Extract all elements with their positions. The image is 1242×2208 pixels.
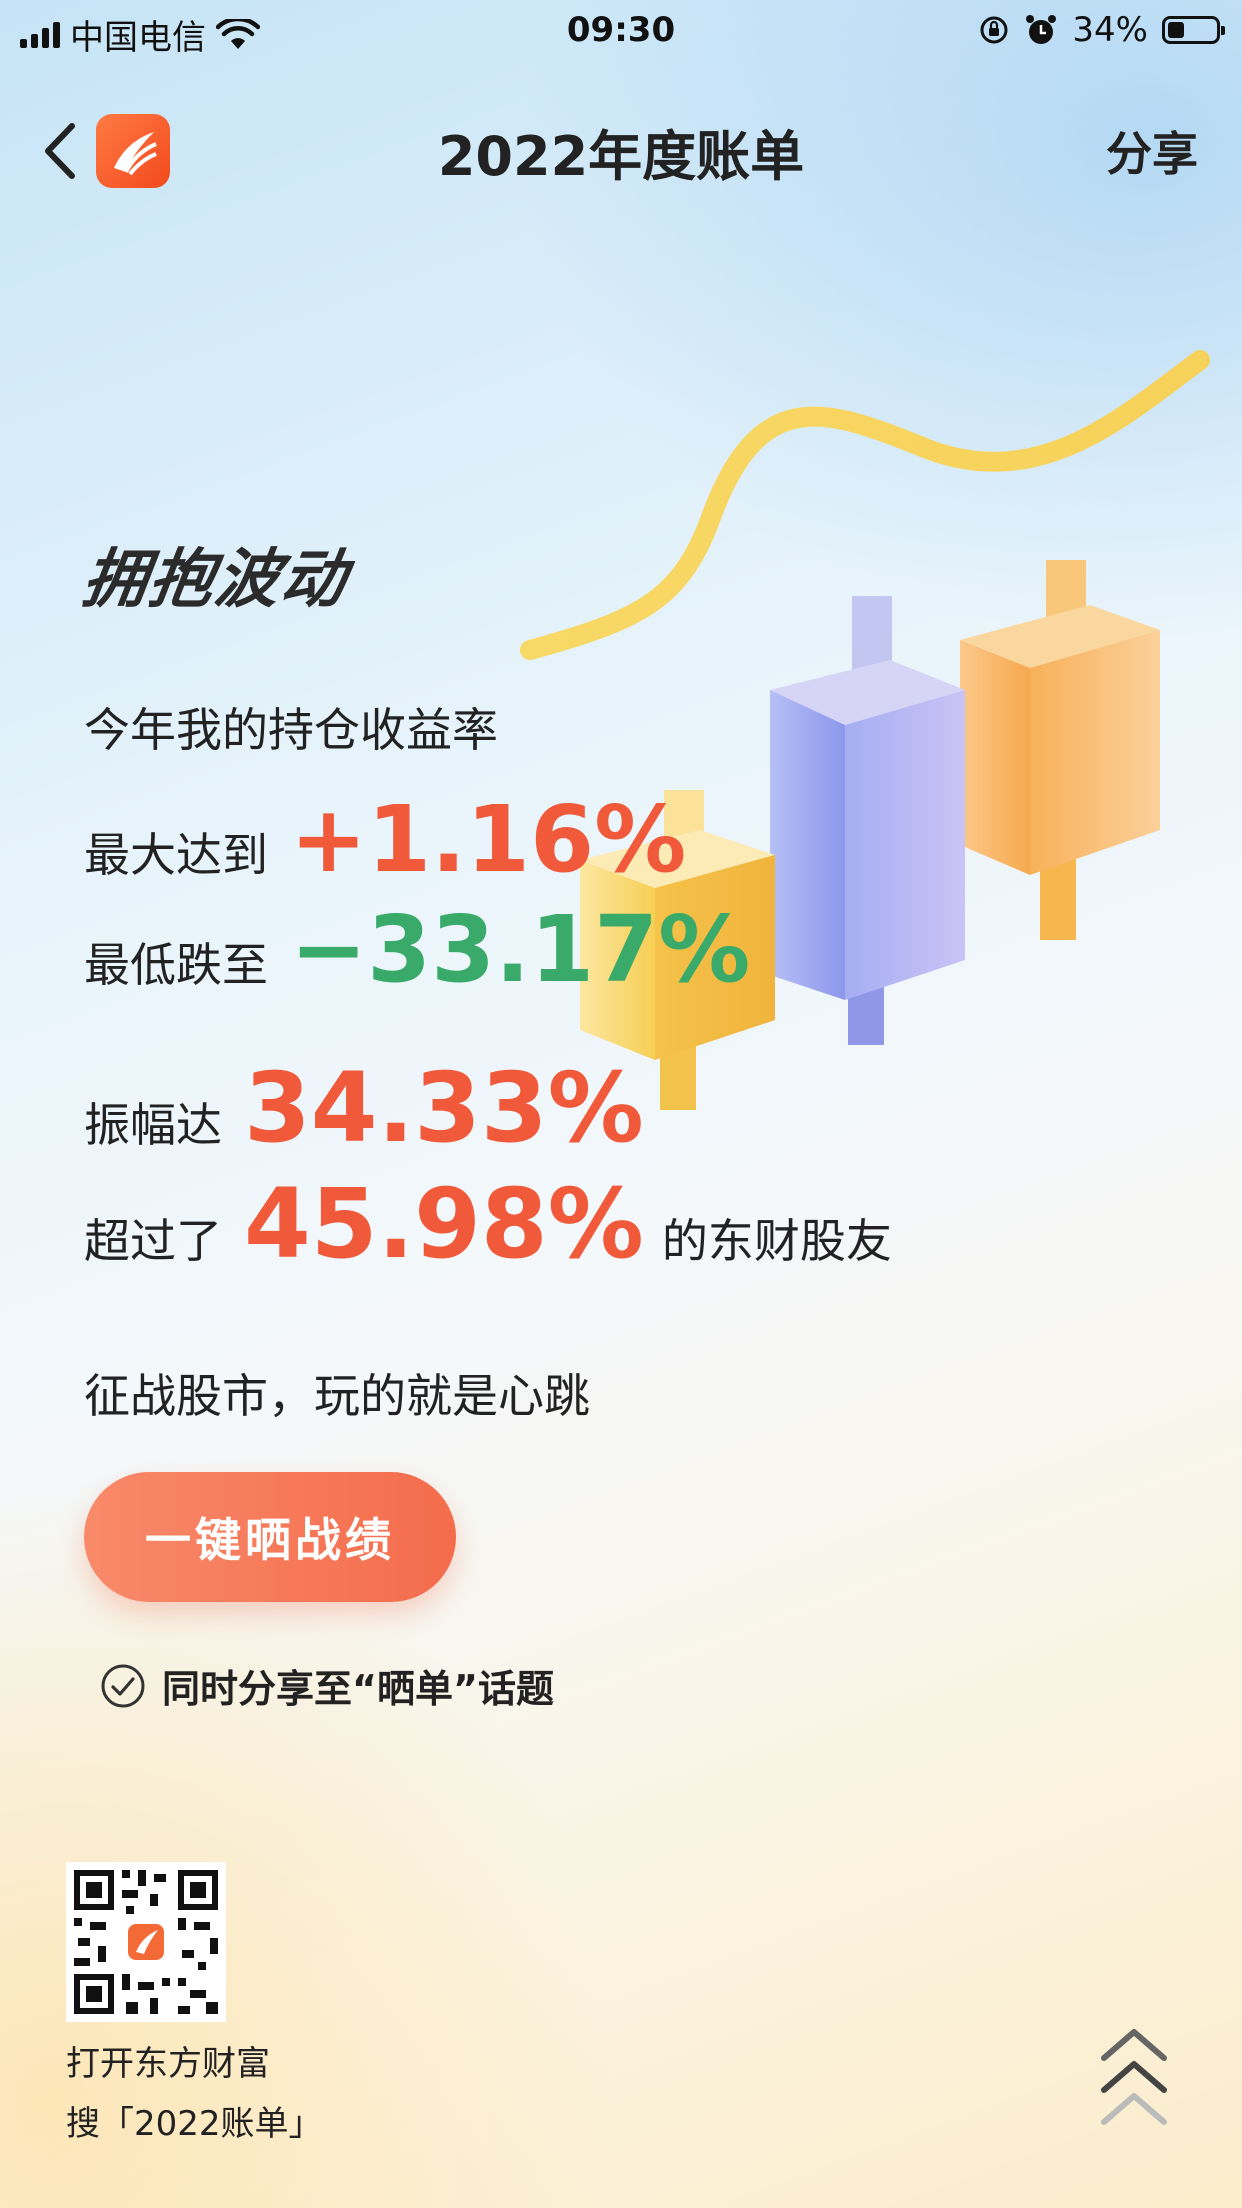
check-circle-icon[interactable] bbox=[100, 1663, 146, 1709]
footer-line-1: 打开东方财富 bbox=[66, 2044, 270, 2084]
slogan-line: 征战股市，玩的就是心跳 bbox=[84, 1360, 590, 1426]
qr-code-icon bbox=[66, 1862, 226, 2022]
max-label: 最大达到 bbox=[84, 828, 268, 882]
share-results-button[interactable]: 一键晒战绩 bbox=[84, 1472, 456, 1602]
min-return-line: 最低跌至 −33.17% bbox=[84, 896, 768, 1003]
exceed-line: 超过了 45.98% 的东财股友 bbox=[84, 1168, 892, 1280]
exceed-suffix: 的东财股友 bbox=[661, 1214, 892, 1268]
alarm-icon bbox=[1026, 15, 1057, 44]
min-return-value: −33.17% bbox=[290, 896, 751, 1003]
wifi-icon bbox=[216, 18, 260, 49]
exceed-prefix: 超过了 bbox=[84, 1214, 222, 1268]
chevron-left-icon[interactable] bbox=[38, 118, 82, 184]
status-bar: 中国电信 09:30 34% bbox=[0, 0, 1242, 62]
carrier-name: 中国电信 bbox=[70, 18, 206, 58]
share-button[interactable]: 分享 bbox=[1106, 127, 1198, 181]
max-return-value: +1.16% bbox=[290, 786, 687, 893]
headline: 拥抱波动 bbox=[77, 543, 353, 617]
slogan: 征战股市，玩的就是心跳 bbox=[84, 1369, 590, 1423]
sync-topic-option[interactable]: 同时分享至“晒单”话题 bbox=[100, 1658, 554, 1713]
battery-icon bbox=[1162, 16, 1225, 44]
wave-line bbox=[520, 350, 1210, 660]
exceed-value: 45.98% bbox=[244, 1168, 644, 1280]
footer-line-2: 搜「2022账单」 bbox=[66, 2104, 323, 2144]
rotation-lock-icon bbox=[980, 16, 1008, 44]
double-chevron-up-icon[interactable] bbox=[1098, 2020, 1170, 2138]
intro-text: 今年我的持仓收益率 bbox=[84, 703, 498, 757]
min-label: 最低跌至 bbox=[84, 938, 268, 992]
yellow-candle bbox=[580, 790, 775, 1110]
candlestick-illustration bbox=[520, 350, 1210, 1110]
amplitude-label: 振幅达 bbox=[84, 1098, 222, 1152]
amplitude-value: 34.33% bbox=[244, 1052, 644, 1164]
intro-line: 今年我的持仓收益率 bbox=[84, 694, 498, 760]
page-title: 2022年度账单 bbox=[437, 125, 805, 188]
signal-icon bbox=[20, 21, 60, 48]
share-results-label: 一键晒战绩 bbox=[145, 1513, 395, 1567]
eastmoney-logo-icon bbox=[96, 114, 170, 188]
amplitude-line: 振幅达 34.33% bbox=[84, 1052, 662, 1164]
blue-candle bbox=[770, 596, 965, 1045]
battery-percent: 34% bbox=[1072, 10, 1148, 50]
sync-label: 同时分享至“晒单”话题 bbox=[162, 1667, 554, 1711]
max-return-line: 最大达到 +1.16% bbox=[84, 786, 704, 893]
clock: 09:30 bbox=[566, 10, 676, 50]
orange-candle bbox=[960, 560, 1160, 940]
